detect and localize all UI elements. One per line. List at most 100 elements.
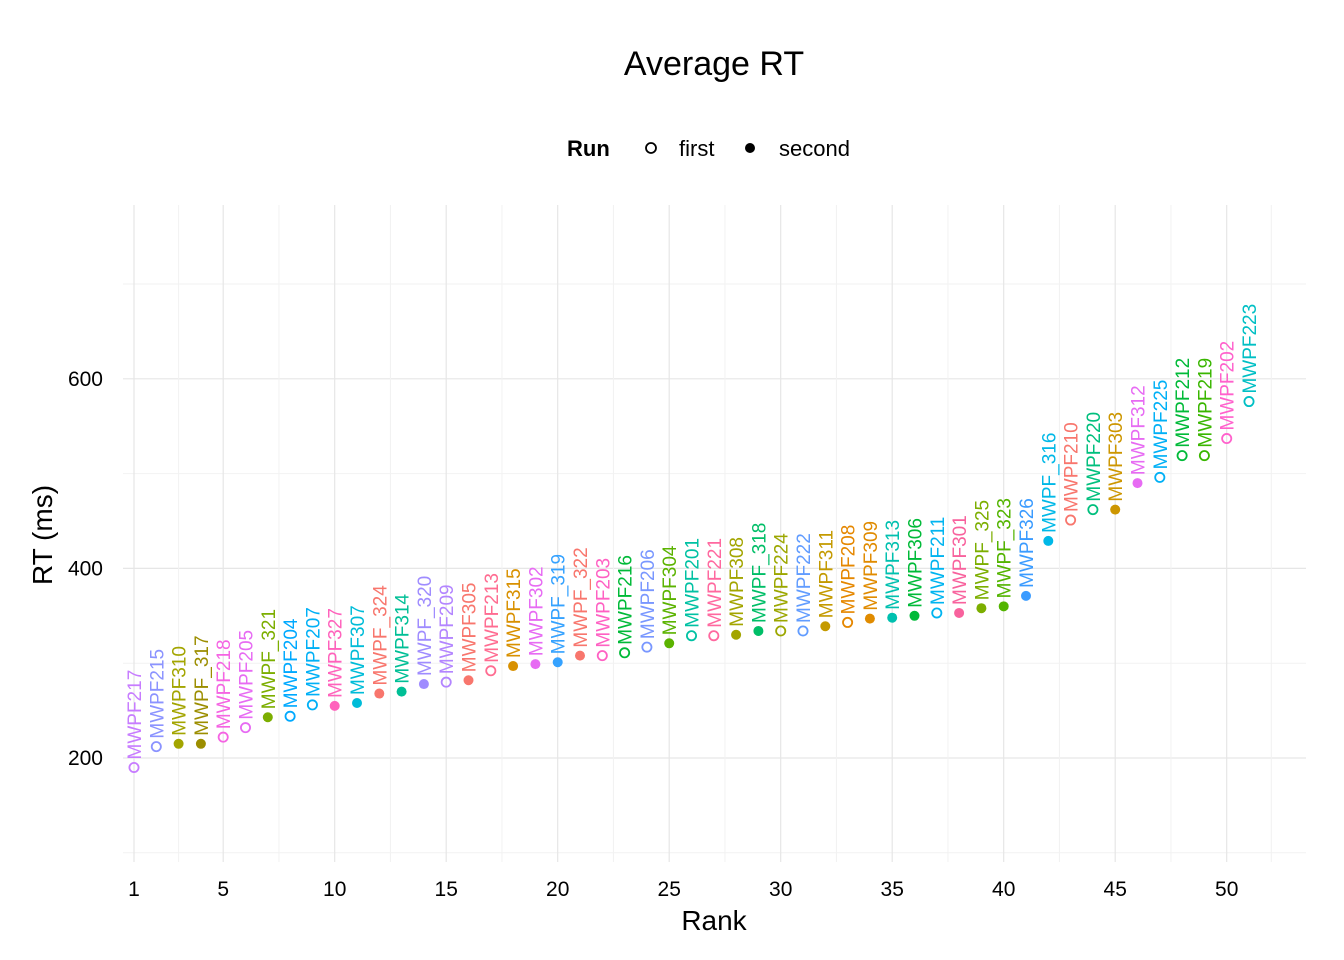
point-marker-filled: [1132, 478, 1143, 489]
data-point: MWPF212: [1173, 358, 1194, 462]
data-point: MWPF_317: [192, 635, 213, 749]
point-label: MWPF213: [482, 573, 503, 663]
x-tick-label: 1: [128, 878, 140, 901]
point-label: MWPF_324: [370, 585, 391, 686]
point-marker-open: [1221, 433, 1233, 445]
point-label: MWPF_320: [415, 576, 436, 676]
y-axis-title: RT (ms): [27, 485, 58, 585]
point-label: MWPF308: [727, 537, 748, 627]
point-label: MWPF303: [1106, 412, 1127, 502]
point-label: MWPF_322: [571, 547, 592, 647]
point-label: MWPF304: [660, 545, 681, 635]
data-point: MWPF205: [237, 630, 258, 734]
point-marker-filled: [753, 625, 764, 636]
point-marker-open: [641, 641, 653, 653]
point-label: MWPF205: [237, 630, 258, 720]
data-point: MWPF219: [1195, 358, 1216, 462]
data-point: MWPF314: [393, 593, 414, 697]
x-tick-label: 45: [1104, 878, 1127, 901]
point-marker-filled: [262, 712, 273, 723]
point-label: MWPF223: [1240, 304, 1261, 394]
point-marker-open: [619, 647, 631, 659]
point-marker-filled: [463, 675, 474, 686]
data-point: MWPF327: [326, 608, 347, 711]
point-marker-filled: [552, 657, 563, 668]
point-label: MWPF207: [303, 607, 324, 697]
point-marker-filled: [352, 698, 362, 709]
data-point: MWPF305: [460, 583, 481, 686]
data-point: MWPF_322: [571, 547, 592, 661]
point-label: MWPF209: [437, 584, 458, 674]
data-point: MWPF_321: [259, 609, 280, 723]
grid: [123, 205, 1306, 862]
x-tick-label: 40: [992, 878, 1015, 901]
data-point: MWPF220: [1084, 412, 1105, 516]
point-label: MWPF215: [147, 649, 168, 739]
point-marker-open: [485, 665, 497, 677]
point-marker-open: [1198, 450, 1210, 462]
point-marker-open: [797, 625, 809, 637]
data-point: MWPF201: [683, 538, 704, 642]
data-point: MWPF_324: [370, 585, 391, 699]
point-marker-filled: [864, 613, 875, 624]
data-point: MWPF_316: [1039, 433, 1060, 546]
x-tick-label: 30: [769, 878, 792, 901]
point-marker-open: [284, 710, 296, 722]
data-point: MWPF312: [1129, 385, 1150, 489]
point-marker-open: [1087, 504, 1099, 516]
legend-second-label: second: [779, 136, 850, 161]
point-marker-filled: [575, 650, 585, 661]
point-label: MWPF204: [281, 618, 302, 708]
x-tick-label: 10: [323, 878, 346, 901]
x-tick-label: 5: [217, 878, 229, 901]
data-point: MWPF221: [705, 538, 726, 642]
point-label: MWPF302: [526, 566, 547, 656]
data-point: MWPF211: [928, 517, 949, 619]
data-point: MWPF223: [1240, 304, 1261, 408]
chart-title: Average RT: [624, 45, 804, 83]
x-tick-label: 20: [546, 878, 569, 901]
data-point: MWPF313: [883, 520, 904, 623]
data-point: MWPF207: [303, 607, 324, 711]
data-points: MWPF217 MWPF215 MWPF310 MWPF_317 MWPF218 MWPF…: [125, 304, 1261, 773]
data-point: MWPF308: [727, 537, 748, 640]
x-tick-label: 25: [658, 878, 681, 901]
point-label: MWPF219: [1195, 358, 1216, 448]
point-label: MWPF201: [683, 538, 704, 628]
point-marker-filled: [508, 661, 519, 672]
point-label: MWPF_323: [995, 498, 1016, 598]
point-marker-filled: [396, 686, 407, 697]
y-tick-label: 400: [68, 557, 103, 580]
point-label: MWPF_317: [192, 635, 213, 735]
point-marker-open: [708, 630, 720, 642]
point-label: MWPF221: [705, 538, 726, 628]
point-label: MWPF206: [638, 549, 659, 639]
point-marker-open: [128, 761, 140, 773]
point-label: MWPF203: [593, 558, 614, 648]
point-marker-filled: [976, 603, 987, 614]
legend: Run first second: [567, 136, 850, 161]
point-label: MWPF307: [348, 605, 369, 695]
data-point: MWPF208: [839, 525, 860, 628]
x-tick-label: 50: [1215, 878, 1238, 901]
data-point: MWPF_320: [415, 576, 436, 690]
point-label: MWPF_321: [259, 609, 280, 709]
point-marker-open: [1065, 514, 1077, 526]
point-marker-filled: [1021, 590, 1031, 601]
point-label: MWPF314: [393, 593, 414, 683]
point-label: MWPF222: [794, 533, 815, 623]
y-tick-label: 600: [68, 368, 103, 391]
data-point: MWPF204: [281, 618, 302, 722]
data-point: MWPF213: [482, 573, 503, 677]
data-point: MWPF306: [906, 518, 927, 621]
point-label: MWPF_316: [1039, 433, 1060, 533]
x-axis-title: Rank: [681, 905, 747, 936]
point-marker-open: [440, 676, 452, 688]
data-point: MWPF310: [170, 646, 191, 749]
point-label: MWPF306: [906, 518, 927, 608]
data-point: MWPF203: [593, 558, 614, 662]
point-marker-filled: [195, 738, 206, 749]
data-point: MWPF222: [794, 533, 815, 637]
data-point: MWPF_319: [549, 554, 570, 668]
